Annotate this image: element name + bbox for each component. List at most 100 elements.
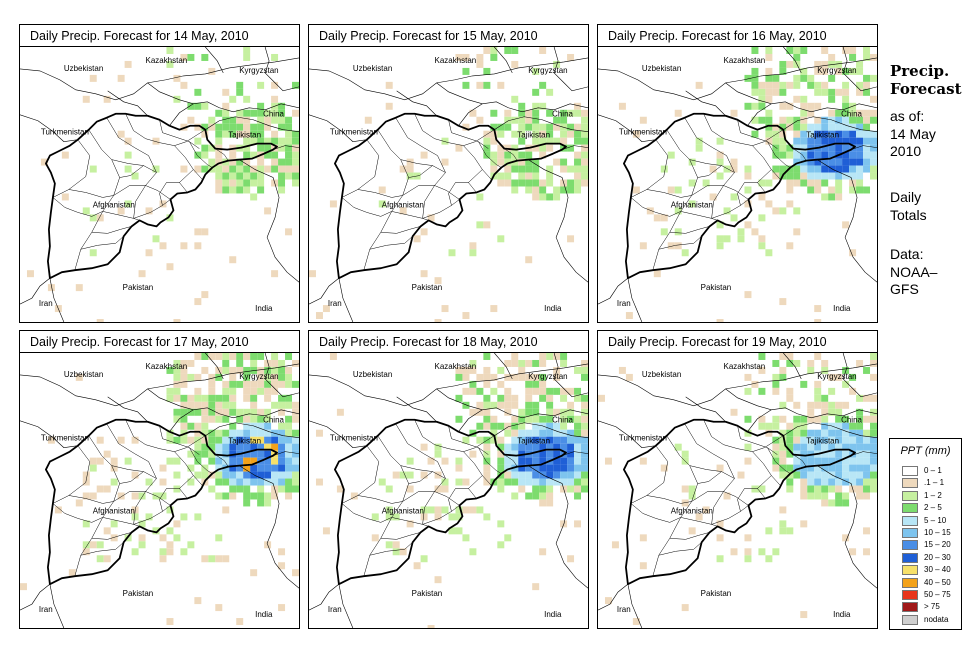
precip-cell: [779, 436, 787, 444]
precip-cell: [863, 443, 871, 451]
precip-cell: [89, 74, 97, 82]
precip-cell: [842, 130, 850, 138]
precip-cell: [201, 228, 209, 236]
precip-cell: [532, 478, 540, 486]
precip-cell: [814, 116, 822, 124]
precip-cell: [793, 228, 801, 236]
precip-cell: [821, 81, 829, 89]
precip-cell: [604, 457, 612, 465]
precip-cell: [821, 151, 829, 159]
country-border: [436, 388, 588, 419]
legend-swatch: [902, 540, 918, 551]
precip-cell: [476, 436, 484, 444]
precip-cell: [758, 485, 766, 493]
precip-cell: [518, 429, 526, 437]
precip-cell: [716, 534, 724, 542]
precip-cell: [786, 81, 794, 89]
precip-cell: [229, 492, 237, 500]
precip-cells: [618, 47, 877, 322]
precip-cell: [285, 373, 293, 381]
precip-cell: [779, 471, 787, 479]
precip-cell: [842, 109, 850, 117]
precip-cell: [483, 67, 491, 75]
precip-cell: [243, 109, 251, 117]
precip-cell: [525, 186, 533, 194]
precip-cell: [849, 186, 857, 194]
precip-cell: [856, 471, 864, 479]
precip-cell: [772, 359, 780, 367]
precip-cell: [863, 485, 871, 493]
precip-cell: [264, 359, 272, 367]
precip-cell: [257, 436, 265, 444]
precip-cell: [821, 443, 829, 451]
precip-cell: [187, 401, 195, 409]
precip-cell: [716, 319, 724, 322]
precip-cell: [201, 130, 209, 138]
precip-cell: [546, 401, 554, 409]
precip-cell: [243, 137, 251, 145]
precip-cell: [553, 158, 561, 166]
precip-cell: [285, 394, 293, 402]
precip-cell: [835, 179, 843, 187]
precip-cell: [800, 102, 808, 110]
precip-cell: [779, 506, 787, 514]
precip-cell: [765, 200, 773, 208]
precip-cell: [271, 492, 279, 500]
country-label-china: China: [263, 416, 284, 425]
precip-cell: [257, 499, 265, 507]
precip-cell: [96, 319, 104, 322]
precip-cell: [201, 165, 209, 173]
precip-cell: [863, 429, 871, 437]
precip-cell: [180, 408, 188, 416]
precip-cell: [581, 130, 588, 138]
precip-cell: [455, 457, 463, 465]
precip-cell: [525, 172, 533, 180]
precip-cell: [688, 179, 696, 187]
precip-cell: [758, 235, 766, 243]
precip-cell: [835, 492, 843, 500]
precip-cell: [581, 436, 588, 444]
precip-cell: [546, 165, 554, 173]
precip-cell: [553, 60, 561, 68]
precip-cell: [131, 548, 139, 556]
precip-cell: [187, 436, 195, 444]
precip-cell: [856, 422, 864, 430]
precip-cell: [271, 116, 279, 124]
country-label-iran: Iran: [328, 605, 342, 614]
precip-cell: [856, 450, 864, 458]
precip-cell: [315, 312, 323, 320]
precip-cell: [744, 165, 752, 173]
country-label-iran: Iran: [617, 605, 631, 614]
precip-cell: [173, 74, 181, 82]
precip-cell: [581, 401, 588, 409]
precip-cell: [751, 116, 759, 124]
precip-cell: [497, 464, 505, 472]
precip-cell: [292, 457, 299, 465]
precip-cell: [243, 436, 251, 444]
precip-cell: [814, 165, 822, 173]
precip-cell: [406, 165, 414, 173]
precip-cell: [660, 214, 668, 222]
province-boundary: [125, 419, 194, 476]
precip-cell: [285, 401, 293, 409]
data-line3: GFS: [890, 281, 919, 297]
precip-cell: [194, 298, 202, 306]
precip-cell: [744, 429, 752, 437]
precip-cell: [744, 291, 752, 299]
precip-cell: [285, 471, 293, 479]
province-boundary: [179, 488, 188, 499]
precip-cell: [201, 123, 209, 131]
precip-cell: [807, 443, 815, 451]
province-boundary: [369, 236, 413, 250]
precip-cell: [849, 158, 857, 166]
precip-cell: [800, 151, 808, 159]
legend-label: 15 – 20: [924, 540, 951, 550]
precip-cell: [793, 158, 801, 166]
precip-cell: [807, 436, 815, 444]
precip-cell: [779, 366, 787, 374]
precip-cell: [744, 443, 752, 451]
precip-cell: [800, 485, 808, 493]
precip-cell: [208, 429, 216, 437]
precip-cell: [292, 471, 299, 479]
precip-cell: [243, 158, 251, 166]
